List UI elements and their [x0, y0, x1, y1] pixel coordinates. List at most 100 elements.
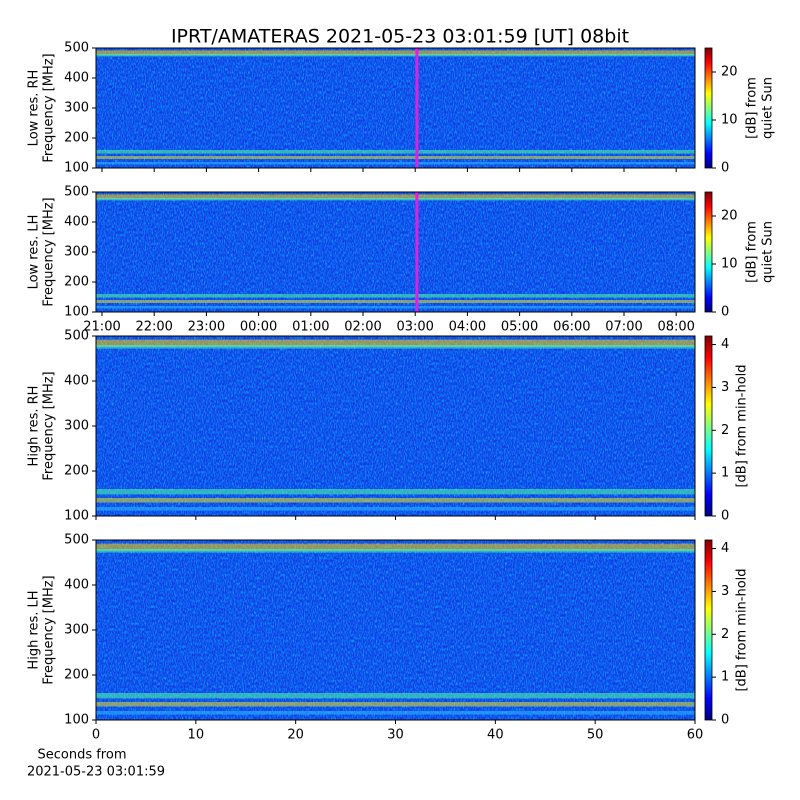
spectrogram-band [96, 711, 695, 715]
spectrogram-band [96, 543, 695, 551]
x-tick-label: 05:00 [501, 320, 538, 335]
x-tick-label: 23:00 [188, 320, 225, 335]
spectrogram-band [96, 156, 695, 159]
spectrogram-band [96, 150, 695, 154]
spectrogram-band [96, 339, 695, 347]
colorbar [704, 335, 713, 517]
y-tick-label: 500 [64, 41, 89, 56]
spectrogram-noise [96, 48, 695, 168]
x-tick-label: 22:00 [135, 320, 172, 335]
spectrogram-band [96, 54, 695, 57]
spectrogram-band [96, 345, 695, 349]
colorbar-tick-label: 0 [721, 713, 729, 728]
y-axis-label: Frequency [MHz] [42, 53, 57, 162]
y-tick-label: 200 [64, 131, 89, 146]
y-tick-label: 300 [64, 623, 89, 638]
spectrogram-noise [96, 192, 695, 312]
x-tick-label: 08:00 [657, 320, 694, 335]
spectrogram-band [96, 198, 695, 201]
x-tick-label: 06:00 [553, 320, 590, 335]
x-axis-label: Seconds from [37, 748, 126, 763]
colorbar-tick-label: 20 [721, 209, 738, 224]
colorbar-tick-label: 3 [721, 380, 729, 395]
y-axis-label: High res. RH [27, 386, 42, 467]
colorbar-label: quiet Sun [761, 221, 776, 283]
x-tick-label: 07:00 [605, 320, 642, 335]
y-tick-label: 200 [64, 668, 89, 683]
colorbar-tick-label: 4 [721, 337, 729, 352]
x-axis-label: 2021-05-23 03:01:59 [27, 765, 165, 780]
spectrogram-band [96, 294, 695, 298]
colorbar-tick-label: 0 [721, 161, 729, 176]
colorbar [704, 47, 713, 169]
y-tick-label: 300 [64, 101, 89, 116]
y-tick-label: 200 [64, 275, 89, 290]
x-tick-label: 00:00 [240, 320, 277, 335]
x-tick-label: 10 [188, 728, 205, 743]
colorbar-label: [dB] from [745, 77, 760, 139]
colorbar-label: [dB] from min-hold [735, 568, 750, 691]
y-tick-label: 300 [64, 245, 89, 260]
y-tick-label: 500 [64, 329, 89, 344]
spectrogram-band [96, 162, 695, 165]
x-tick-label: 04:00 [449, 320, 486, 335]
y-axis-label: Frequency [MHz] [42, 371, 57, 480]
y-tick-label: 500 [64, 185, 89, 200]
colorbar [704, 539, 713, 721]
y-tick-label: 400 [64, 71, 89, 86]
spectrogram-band [96, 693, 695, 699]
spectrogram-noise [96, 336, 695, 516]
colorbar-tick-label: 0 [721, 509, 729, 524]
x-tick-label: 20 [287, 728, 304, 743]
colorbar-tick-label: 1 [721, 466, 729, 481]
colorbar-tick-label: 4 [721, 541, 729, 556]
y-tick-label: 100 [64, 713, 89, 728]
y-tick-label: 300 [64, 419, 89, 434]
spectrogram-band [96, 300, 695, 303]
colorbar-tick-label: 10 [721, 113, 738, 128]
colorbar-tick-label: 10 [721, 257, 738, 272]
spectrogram-band [96, 50, 695, 56]
y-tick-label: 400 [64, 374, 89, 389]
spectrogram-band [96, 507, 695, 511]
y-tick-label: 100 [64, 161, 89, 176]
y-tick-label: 100 [64, 305, 89, 320]
x-tick-label: 50 [587, 728, 604, 743]
spectrogram-band [96, 194, 695, 200]
colorbar-tick-label: 2 [721, 627, 729, 642]
x-tick-label: 03:00 [396, 320, 433, 335]
x-tick-label: 0 [92, 728, 100, 743]
y-axis-label: Frequency [MHz] [42, 197, 57, 306]
spectrogram-band [96, 489, 695, 495]
colorbar-tick-label: 20 [721, 65, 738, 80]
x-tick-label: 21:00 [83, 320, 120, 335]
colorbar-label: [dB] from min-hold [735, 364, 750, 487]
colorbar-label: quiet Sun [761, 77, 776, 139]
y-tick-label: 500 [64, 533, 89, 548]
y-tick-label: 400 [64, 215, 89, 230]
spectrogram-band [96, 306, 695, 309]
colorbar-label: [dB] from [745, 221, 760, 283]
colorbar-tick-label: 1 [721, 670, 729, 685]
spectrogram-band [96, 549, 695, 553]
spectrogram-band [96, 702, 695, 707]
y-axis-label: Low res. RH [27, 70, 42, 147]
y-tick-label: 200 [64, 464, 89, 479]
y-tick-label: 400 [64, 578, 89, 593]
colorbar-tick-label: 0 [721, 305, 729, 320]
x-tick-label: 01:00 [292, 320, 329, 335]
colorbar-tick-label: 2 [721, 423, 729, 438]
spectrogram-noise [96, 540, 695, 720]
x-tick-label: 30 [387, 728, 404, 743]
y-axis-label: Frequency [MHz] [42, 575, 57, 684]
spectrogram-band [96, 498, 695, 503]
y-axis-label: High res. LH [27, 590, 42, 669]
y-tick-label: 100 [64, 509, 89, 524]
y-axis-label: Low res. LH [27, 215, 42, 290]
x-tick-label: 02:00 [344, 320, 381, 335]
x-tick-label: 40 [487, 728, 504, 743]
colorbar [704, 191, 713, 313]
chart-title: IPRT/AMATERAS 2021-05-23 03:01:59 [UT] 0… [171, 26, 629, 48]
x-tick-label: 60 [687, 728, 704, 743]
